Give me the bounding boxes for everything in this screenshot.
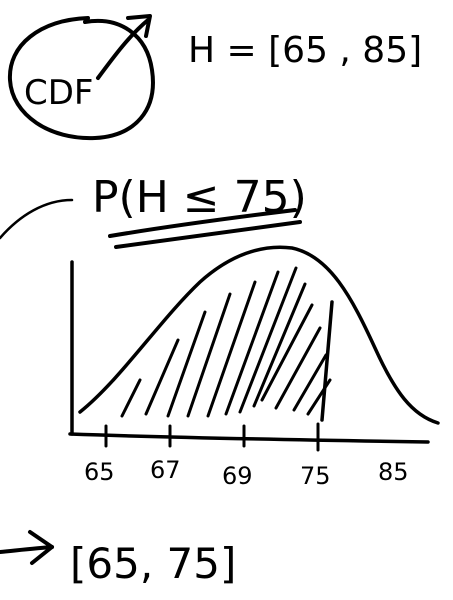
stray-stroke [0,200,72,238]
underline-bottom [116,222,300,247]
tick-label-67: 67 [150,456,181,484]
arrow-icon [0,532,52,563]
shaded-region [122,268,332,420]
result-interval: [65, 75] [70,539,236,588]
tick-label-75: 75 [300,462,331,490]
tick-label-65: 65 [84,458,115,486]
probability-expression: P(H ≤ 75) [92,172,307,223]
tick-label-85: 85 [378,458,409,486]
x-axis [70,434,428,442]
tick-label-69: 69 [222,462,253,490]
cdf-label: CDF [24,73,93,113]
range-statement: H = [65 , 85] [188,30,422,71]
